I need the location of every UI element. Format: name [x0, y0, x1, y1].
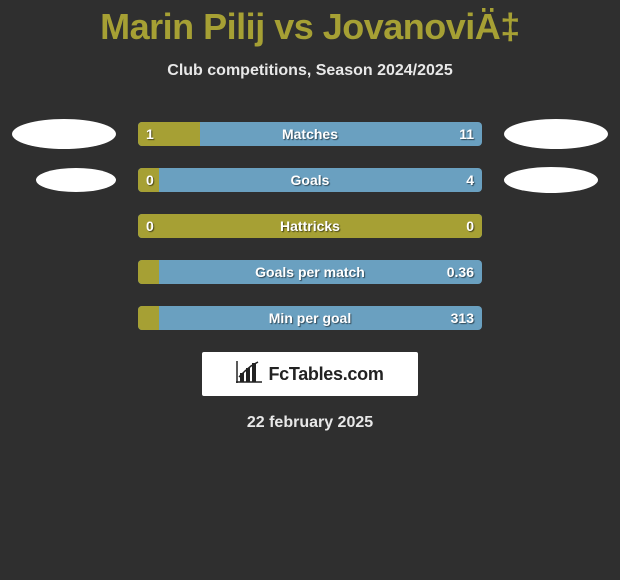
stat-right-value: 0.36: [447, 260, 474, 284]
badge-spacer: [12, 257, 116, 287]
bar-left-fill: [138, 306, 159, 330]
stat-label: Min per goal: [269, 306, 351, 330]
stat-right-value: 11: [459, 122, 474, 146]
bar-left-fill: [138, 260, 159, 284]
badge-spacer: [504, 303, 608, 333]
snapshot-date: 22 february 2025: [0, 414, 620, 432]
player-left-badge: [12, 119, 116, 149]
stat-bar: 1 Matches 11: [138, 122, 482, 146]
player-right-badge: [504, 167, 598, 193]
stat-bar: 0 Goals 4: [138, 168, 482, 192]
source-logo-text: FcTables.com: [268, 364, 383, 385]
player-right-badge: [504, 119, 608, 149]
source-logo-box: FcTables.com: [202, 352, 418, 396]
badge-spacer: [12, 211, 116, 241]
stat-row: Goals per match 0.36: [0, 260, 620, 284]
player-left-badge: [36, 168, 116, 192]
stat-label: Goals: [291, 168, 330, 192]
stat-right-value: 4: [466, 168, 474, 192]
badge-spacer: [504, 211, 608, 241]
stat-row: Min per goal 313: [0, 306, 620, 330]
stat-row: 1 Matches 11: [0, 122, 620, 146]
stat-rows-container: 1 Matches 11 0 Goals 4 0 Hattricks 0 Goals per ma…: [0, 122, 620, 330]
stat-right-value: 0: [466, 214, 474, 238]
stat-left-value: 0: [146, 214, 154, 238]
stat-label: Hattricks: [280, 214, 340, 238]
stat-label: Matches: [282, 122, 338, 146]
stat-bar: 0 Hattricks 0: [138, 214, 482, 238]
stat-row: 0 Hattricks 0: [0, 214, 620, 238]
badge-spacer: [12, 303, 116, 333]
badge-spacer: [504, 257, 608, 287]
comparison-title: Marin Pilij vs JovanoviÄ‡: [0, 0, 620, 48]
stat-right-value: 313: [451, 306, 474, 330]
comparison-subtitle: Club competitions, Season 2024/2025: [0, 62, 620, 80]
stat-bar: Goals per match 0.36: [138, 260, 482, 284]
stat-left-value: 1: [146, 122, 154, 146]
stat-bar: Min per goal 313: [138, 306, 482, 330]
bars-icon: [236, 361, 262, 388]
stat-row: 0 Goals 4: [0, 168, 620, 192]
stat-label: Goals per match: [255, 260, 365, 284]
stat-left-value: 0: [146, 168, 154, 192]
